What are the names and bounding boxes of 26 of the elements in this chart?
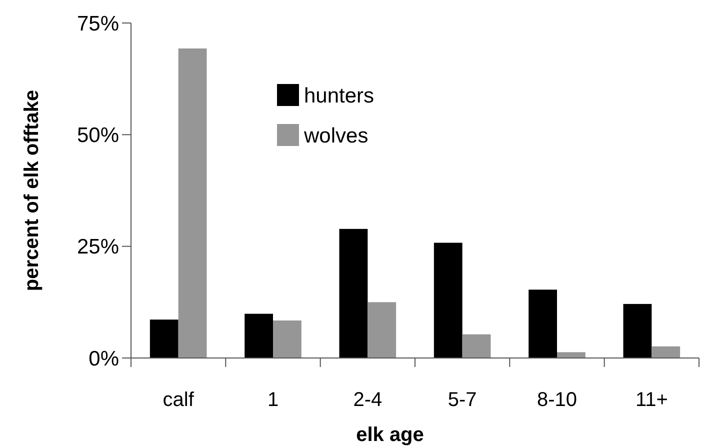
y-tick-label: 50% bbox=[76, 124, 119, 148]
bar bbox=[244, 314, 273, 358]
bar bbox=[339, 228, 368, 358]
x-tick-label: 1 bbox=[267, 389, 279, 411]
bar bbox=[528, 290, 557, 358]
bar bbox=[178, 48, 207, 358]
bar bbox=[368, 302, 396, 358]
x-tick-label: 5-7 bbox=[448, 389, 477, 411]
bar bbox=[462, 334, 491, 358]
bar bbox=[434, 242, 462, 358]
legend-label: hunters bbox=[304, 84, 374, 108]
bar bbox=[623, 304, 652, 358]
bar bbox=[273, 320, 302, 358]
legend-label: wolves bbox=[303, 124, 368, 148]
x-tick-label: 11+ bbox=[635, 389, 668, 411]
x-tick-label: 2-4 bbox=[353, 389, 382, 411]
x-tick-label: 8-10 bbox=[536, 389, 578, 411]
y-axis-title: percent of elk offtake bbox=[21, 90, 43, 292]
x-tick-label: calf bbox=[162, 389, 194, 411]
bar bbox=[652, 346, 680, 358]
bar bbox=[557, 352, 586, 358]
y-tick-label: 75% bbox=[76, 12, 119, 36]
bar bbox=[150, 320, 178, 358]
y-tick-label: 0% bbox=[88, 347, 119, 370]
y-tick-label: 25% bbox=[76, 236, 119, 259]
x-axis-title: elk age bbox=[356, 424, 424, 446]
